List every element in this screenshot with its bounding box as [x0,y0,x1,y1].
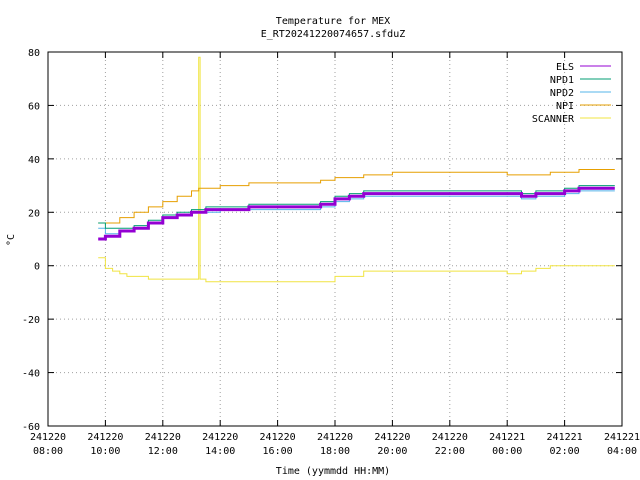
x-tick-label-time: 00:00 [492,446,522,457]
y-tick-label: -40 [22,369,40,380]
y-axis-label: °C [6,234,17,246]
chart-subtitle: E_RT20241220074657.sfduZ [261,29,406,40]
series-line-scanner [98,56,615,283]
y-tick-label: 0 [34,262,40,273]
x-tick-label-date: 241221 [547,432,583,443]
y-tick-label: -60 [22,422,40,433]
x-tick-label-date: 241221 [489,432,525,443]
x-tick-label-time: 16:00 [263,446,293,457]
y-tick-label: 40 [28,155,40,166]
x-tick-label-date: 241220 [30,432,66,443]
legend: ELS NPD1 NPD2 NPI SCANNER [532,62,611,125]
x-tick-label-time: 12:00 [148,446,178,457]
y-axis: -60 -40 -20 0 20 40 60 80 [22,48,622,433]
chart-title: Temperature for MEX [276,16,390,27]
y-tick-label: 20 [28,208,40,219]
x-tick-label-time: 02:00 [550,446,580,457]
x-tick-label-time: 22:00 [435,446,465,457]
x-tick-label-time: 04:00 [607,446,637,457]
series-line-els [98,186,615,241]
legend-label-els: ELS [556,62,574,73]
legend-label-npi: NPI [556,101,574,112]
x-tick-label-time: 08:00 [33,446,63,457]
series-lines [98,56,615,283]
y-tick-label: 80 [28,48,40,59]
y-tick-label: 60 [28,101,40,112]
plot-border [47,51,623,427]
series-line-npd1 [98,185,615,229]
legend-label-scanner: SCANNER [532,114,575,125]
x-tick-label-date: 241220 [374,432,410,443]
legend-label-npd2: NPD2 [550,88,574,99]
x-tick-label-time: 10:00 [90,446,120,457]
x-tick-label-date: 241220 [432,432,468,443]
x-tick-label-date: 241220 [87,432,123,443]
x-tick-label-date: 241221 [604,432,640,443]
x-tick-label-date: 241220 [260,432,296,443]
x-tick-label-date: 241220 [317,432,353,443]
y-tick-label: -20 [22,315,40,326]
x-tick-label-time: 14:00 [205,446,235,457]
grid [48,52,622,426]
x-tick-label-time: 18:00 [320,446,350,457]
series-line-npi [98,169,615,224]
legend-label-npd1: NPD1 [550,75,574,86]
x-tick-label-time: 20:00 [377,446,407,457]
x-axis-label: Time (yymmdd HH:MM) [276,466,390,477]
x-tick-label-date: 241220 [202,432,238,443]
x-axis: 241220 08:00 241220 10:00 241220 12:00 241220 1… [30,52,640,457]
x-tick-label-date: 241220 [145,432,181,443]
